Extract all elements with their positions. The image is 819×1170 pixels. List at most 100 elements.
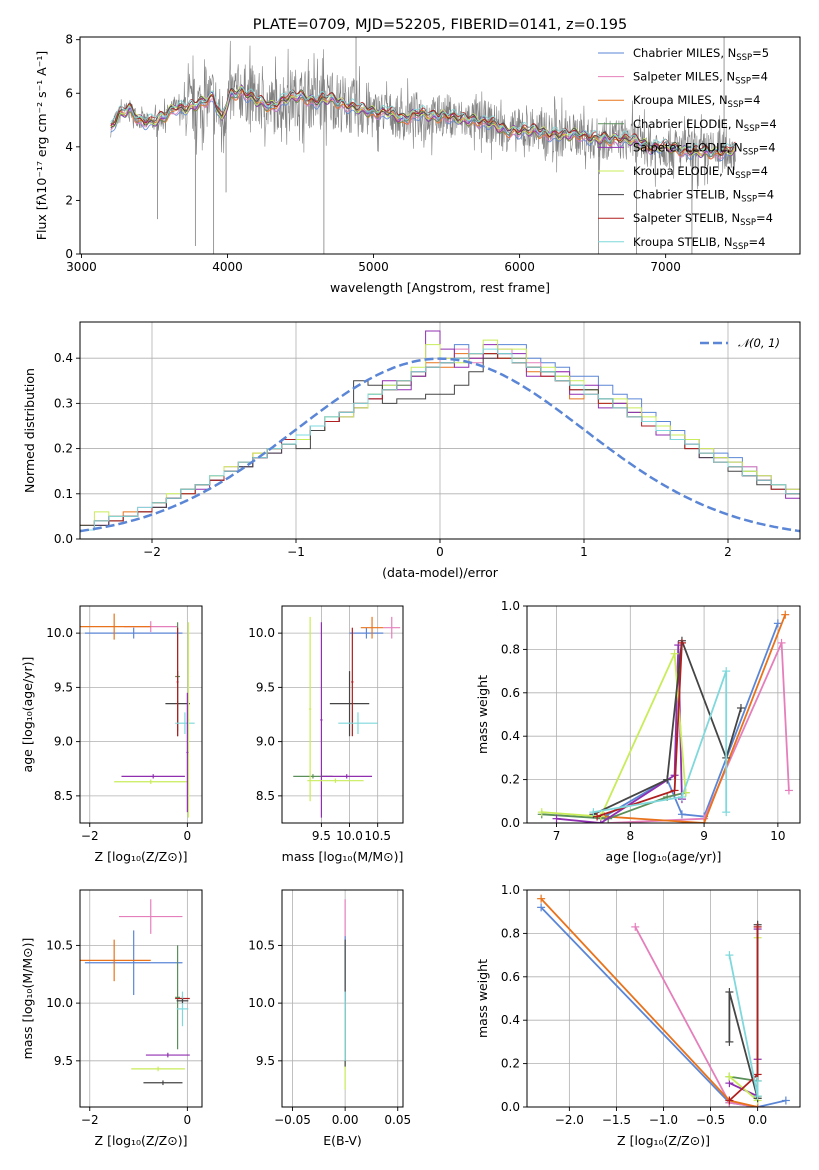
gaussian-curve: [80, 357, 800, 533]
mass-weight-marker: [677, 638, 686, 647]
errorbar-point: [307, 778, 364, 783]
errorbar-point: [84, 930, 183, 996]
y-tick-label: 9.5: [54, 680, 73, 694]
x-tick-label: −2: [81, 829, 99, 843]
x-axis-label: age [log₁₀(age/yr)]: [606, 849, 722, 864]
residual-histogram: [80, 353, 800, 539]
x-axis-label: wavelength [Angstrom, rest frame]: [330, 280, 550, 295]
mass-weight-marker: [725, 1096, 734, 1105]
x-tick-label: 2: [724, 545, 732, 559]
residual-histogram: [80, 353, 800, 539]
plot-area: [110, 37, 736, 254]
x-tick-label: 0.00: [332, 1113, 359, 1127]
residual-histogram: [80, 344, 800, 539]
y-axis-label: age [log₁₀(age/yr)]: [20, 657, 35, 773]
plot-area: [80, 613, 195, 818]
y-tick-label: 0.4: [501, 1013, 520, 1027]
mass-weight-line: [634, 926, 758, 1107]
mass-weight-line: [608, 642, 790, 823]
y-tick-label: 9.0: [256, 735, 275, 749]
legend-entry: Chabrier MILES, NSSP=5: [633, 46, 769, 63]
legend-entry: Kroupa MILES, NSSP=4: [633, 93, 760, 110]
mass-weight-marker: [552, 814, 561, 823]
errorbar-point: [321, 774, 373, 779]
errorbar-point: [383, 616, 401, 639]
y-tick-label: 0.0: [501, 1100, 520, 1114]
y-tick-label: 0.4: [501, 729, 520, 743]
errorbar-point: [176, 998, 189, 1004]
errorbar-point: [131, 1066, 185, 1072]
y-axis-label: mass weight: [475, 675, 490, 754]
mass-weight-marker: [781, 1096, 790, 1105]
x-tick-label: 10.5: [364, 829, 391, 843]
mass-weight-marker: [537, 894, 546, 903]
x-tick-label: 0: [436, 545, 444, 559]
y-tick-label: 0.8: [501, 642, 520, 656]
mass-weight-marker: [753, 922, 762, 931]
mass-weight-line: [600, 623, 779, 820]
mass-weight-marker: [677, 792, 686, 801]
panel-mass-vs-ebv: −0.05 0.00 0.05 9.5 10.0 10.5 E(B-V): [248, 889, 411, 1148]
errorbar-point: [84, 627, 183, 639]
errorbar-point: [309, 616, 312, 802]
errorbar-point: [143, 1080, 183, 1086]
y-tick-label: 0.1: [54, 487, 73, 501]
mass-weight-marker: [593, 812, 602, 821]
y-tick-label: 0.6: [501, 686, 520, 700]
residual-histogram: [80, 348, 800, 539]
errorbar-point: [114, 779, 188, 784]
errorbar-point: [351, 627, 354, 737]
y-tick-label: 10.0: [248, 626, 275, 640]
mass-weight-line: [540, 898, 758, 1107]
x-axis-label: Z [log₁₀(Z/Z⊙)]: [95, 1133, 188, 1148]
panel-weight-vs-Z: −2.0 −1.5 −1.0 −0.5 0.0 0.0 0.2 0.4 0.6 0.8 1.0 Z […: [475, 883, 801, 1148]
legend-entry: Chabrier STELIB, NSSP=4: [633, 188, 774, 205]
mass-weight-marker: [670, 649, 679, 658]
mass-weight-line: [604, 614, 787, 823]
x-tick-label: 0: [184, 829, 192, 843]
x-tick-label: 1: [580, 545, 588, 559]
errorbar-point: [80, 939, 151, 982]
y-tick-label: 4: [65, 140, 73, 154]
mass-weight-marker: [670, 786, 679, 795]
x-tick-label: 0.0: [748, 1113, 767, 1127]
axes-frame: [281, 889, 404, 1108]
axes-frame: [79, 36, 801, 255]
panel-residuals: −2 −1 0 1 2 0.0 0.1 0.2 0.3 0.4 (data-model)/error…: [22, 321, 801, 580]
mass-weight-marker: [736, 703, 745, 712]
x-tick-label: 3000: [66, 260, 97, 274]
x-axis-label: Z [log₁₀(Z/Z⊙)]: [95, 849, 188, 864]
x-tick-label: 6000: [504, 260, 535, 274]
mass-weight-marker: [781, 610, 790, 619]
mass-weight-line: [593, 670, 728, 813]
x-tick-label: 5000: [358, 260, 389, 274]
y-tick-label: 8: [65, 33, 73, 47]
x-axis-label: E(B-V): [323, 1133, 362, 1148]
x-axis-label: mass [log₁₀(M/M⊙)]: [282, 849, 404, 864]
y-axis-label: Flux [fλ10⁻¹⁷ erg cm⁻² s⁻¹ A⁻¹]: [34, 51, 49, 240]
axes-frame: [281, 605, 404, 824]
y-tick-label: 0.0: [54, 532, 73, 546]
y-tick-label: 9.5: [256, 1054, 275, 1068]
mass-weight-marker: [753, 1092, 762, 1101]
errorbar-point: [119, 899, 183, 934]
mass-weight-line: [541, 791, 686, 820]
y-tick-label: 0.2: [54, 442, 73, 456]
axes-frame: [79, 605, 203, 824]
mass-weight-line: [728, 954, 759, 1097]
y-tick-label: 10.0: [46, 626, 73, 640]
mass-weight-marker: [725, 1072, 734, 1081]
x-tick-label: −0.5: [696, 1113, 725, 1127]
errorbar-point: [80, 613, 151, 640]
x-tick-label: 0: [184, 1113, 192, 1127]
mass-weight-marker: [537, 903, 546, 912]
y-axis-label: mass weight: [475, 959, 490, 1038]
y-tick-label: 9.5: [54, 1054, 73, 1068]
legend-entry: 𝒩(0, 1): [738, 336, 780, 350]
mass-weight-marker: [589, 808, 598, 817]
y-tick-label: 0.0: [501, 816, 520, 830]
x-axis-label: Z [log₁₀(Z/Z⊙)]: [617, 1133, 710, 1148]
errorbar-point: [360, 616, 384, 639]
legend-entry: Salpeter STELIB, NSSP=4: [633, 211, 773, 228]
